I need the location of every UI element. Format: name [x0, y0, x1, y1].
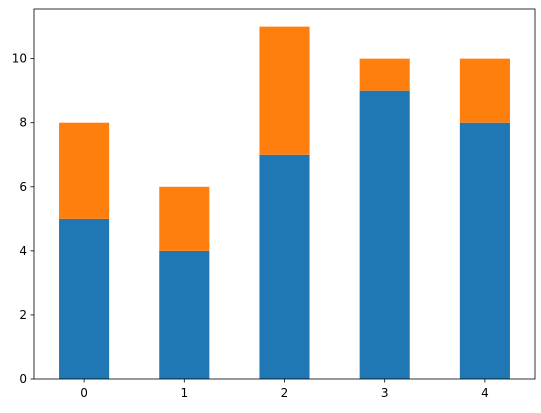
- y-tick-label: 0: [19, 372, 27, 386]
- bar-series1-cat2: [259, 26, 310, 155]
- bars-layer: [59, 26, 510, 380]
- bar-series1-cat0: [59, 122, 110, 219]
- bar-series1-cat1: [159, 186, 210, 251]
- x-tick-label: 2: [281, 386, 289, 400]
- bar-series1-cat4: [459, 58, 510, 123]
- y-tick-label: 4: [19, 244, 27, 258]
- y-tick-label: 8: [19, 116, 27, 130]
- bar-series0-cat2: [259, 154, 310, 379]
- x-tick-label: 0: [80, 386, 88, 400]
- x-tick-label: 3: [381, 386, 389, 400]
- bar-series0-cat3: [359, 90, 410, 380]
- bar-series0-cat0: [59, 218, 110, 379]
- y-tick-label: 6: [19, 180, 27, 194]
- bar-series0-cat4: [459, 122, 510, 379]
- x-tick-label: 1: [180, 386, 188, 400]
- y-tick-label: 2: [19, 308, 27, 322]
- y-tick-label: 10: [12, 52, 27, 66]
- x-tick-label: 4: [481, 386, 489, 400]
- bar-series1-cat3: [359, 58, 410, 91]
- bar-series0-cat1: [159, 250, 210, 379]
- ticks-layer: 0 1 2 3 4 0 2 4 6 8 10: [12, 52, 489, 400]
